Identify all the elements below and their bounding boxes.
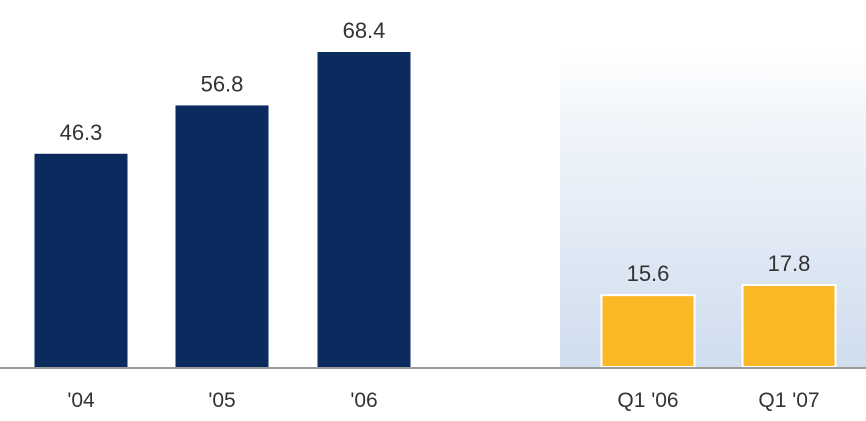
bar-q107 [741, 284, 837, 368]
x-tick-label: Q1 '06 [617, 389, 678, 412]
x-tick-label: '06 [350, 389, 377, 412]
bar-q106 [600, 294, 696, 368]
x-tick-label: Q1 '07 [758, 389, 819, 412]
data-label: 56.8 [201, 71, 244, 96]
bar-06 [317, 52, 411, 367]
data-label: 15.6 [627, 261, 670, 286]
bar-04 [34, 153, 128, 367]
data-label: 68.4 [343, 18, 386, 43]
x-tick-label: '05 [208, 389, 235, 412]
data-label: 17.8 [768, 251, 811, 276]
x-tick-label: '04 [67, 389, 95, 412]
bar-05 [175, 105, 269, 367]
data-label: 46.3 [60, 120, 103, 145]
